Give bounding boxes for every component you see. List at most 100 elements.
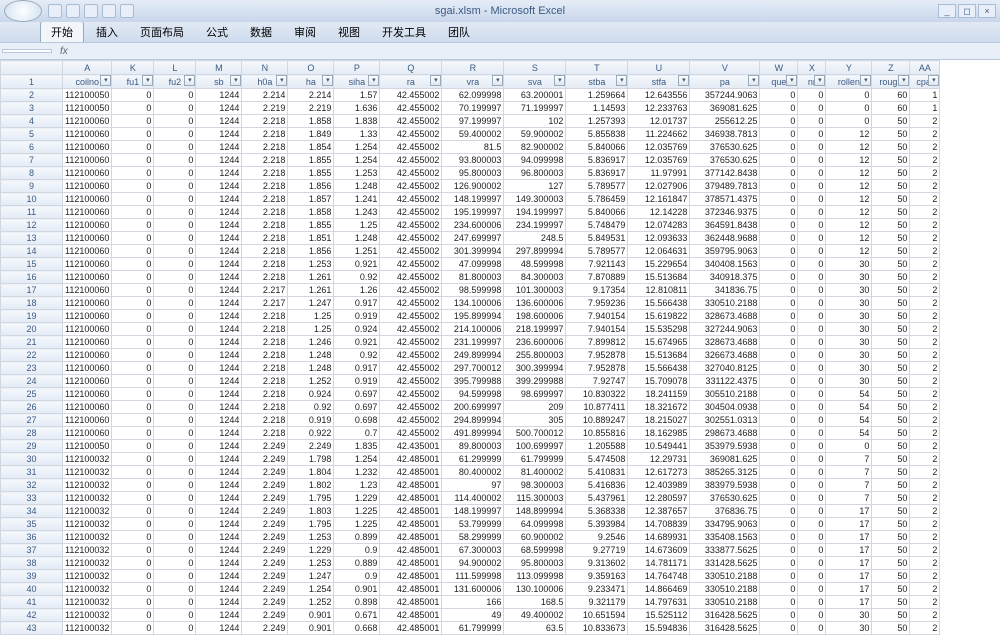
cell[interactable]: 50 [872,479,910,492]
cell[interactable]: 2 [910,505,940,518]
cell[interactable]: 0 [112,115,154,128]
cell[interactable]: 2.249 [242,596,288,609]
filter-header-h0a[interactable]: h0a▾ [242,75,288,89]
table-row[interactable]: 101121000600012442.2181.8571.24142.45500… [1,193,940,206]
table-row[interactable]: 61121000600012442.2181.8541.25442.455002… [1,141,940,154]
cell[interactable]: 0.9 [334,570,380,583]
cell[interactable]: 297.899994 [504,245,566,258]
cell[interactable]: 346938.7813 [690,128,760,141]
cell[interactable]: 63.5 [504,622,566,635]
cell[interactable]: 1244 [196,557,242,570]
cell[interactable]: 0 [798,609,826,622]
cell[interactable]: 0 [760,453,798,466]
cell[interactable]: 101.300003 [504,284,566,297]
qat-redo-icon[interactable] [84,4,98,18]
cell[interactable]: 0 [760,180,798,193]
cell[interactable]: 0 [154,128,196,141]
cell[interactable]: 42.455002 [380,180,442,193]
cell[interactable]: 50 [872,531,910,544]
cell[interactable]: 112100060 [63,401,112,414]
cell[interactable]: 112100060 [63,388,112,401]
cell[interactable]: 127 [504,180,566,193]
cell[interactable]: 50 [872,323,910,336]
cell[interactable]: 1.856 [288,245,334,258]
cell[interactable]: 0 [798,128,826,141]
cell[interactable]: 112100060 [63,336,112,349]
cell[interactable]: 111.599998 [442,570,504,583]
filter-button-ra[interactable]: ▾ [430,75,441,86]
cell[interactable]: 209 [504,401,566,414]
col-header-K[interactable]: K [112,61,154,75]
cell[interactable]: 0 [112,245,154,258]
cell[interactable]: 50 [872,388,910,401]
cell[interactable]: 328673.4688 [690,336,760,349]
table-row[interactable]: 361121000320012442.2491.2530.89942.48500… [1,531,940,544]
cell[interactable]: 5.789577 [566,245,628,258]
cell[interactable]: 0 [760,388,798,401]
cell[interactable]: 42.455002 [380,336,442,349]
cell[interactable]: 50 [872,453,910,466]
cell[interactable]: 7.959236 [566,297,628,310]
cell[interactable]: 42.455002 [380,245,442,258]
cell[interactable]: 5.474508 [566,453,628,466]
row-header-17[interactable]: 17 [1,284,63,297]
cell[interactable]: 12 [826,245,872,258]
cell[interactable]: 5.786459 [566,193,628,206]
cell[interactable]: 9.313602 [566,557,628,570]
cell[interactable]: 0 [760,349,798,362]
cell[interactable]: 1.243 [334,206,380,219]
cell[interactable]: 30 [826,622,872,635]
filter-button-pa[interactable]: ▾ [748,75,759,86]
cell[interactable]: 1.254 [334,453,380,466]
cell[interactable]: 327244.9063 [690,323,760,336]
cell[interactable]: 1244 [196,141,242,154]
cell[interactable]: 0 [112,544,154,557]
cell[interactable]: 1.26 [334,284,380,297]
cell[interactable]: 14.866469 [628,583,690,596]
cell[interactable]: 0 [154,102,196,115]
cell[interactable]: 2 [910,115,940,128]
cell[interactable]: 1 [910,102,940,115]
cell[interactable]: 112100060 [63,180,112,193]
cell[interactable]: 1.246 [288,336,334,349]
cell[interactable]: 50 [872,570,910,583]
cell[interactable]: 98.699997 [504,388,566,401]
cell[interactable]: 112100060 [63,271,112,284]
cell[interactable]: 112100060 [63,115,112,128]
cell[interactable]: 2 [910,193,940,206]
cell[interactable]: 0.924 [288,388,334,401]
cell[interactable]: 112100032 [63,479,112,492]
cell[interactable]: 115.300003 [504,492,566,505]
table-row[interactable]: 231121000600012442.2181.2480.91742.45500… [1,362,940,375]
filter-button-sva[interactable]: ▾ [554,75,565,86]
cell[interactable]: 53.799999 [442,518,504,531]
cell[interactable]: 61.799999 [442,622,504,635]
cell[interactable]: 2.218 [242,167,288,180]
cell[interactable]: 95.800003 [504,557,566,570]
cell[interactable]: 1.25 [288,323,334,336]
cell[interactable]: 12.161847 [628,193,690,206]
table-row[interactable]: 31121000500012442.2192.2191.63642.455002… [1,102,940,115]
cell[interactable]: 378571.4375 [690,193,760,206]
cell[interactable]: 0 [154,271,196,284]
cell[interactable]: 1.857 [288,193,334,206]
cell[interactable]: 1244 [196,297,242,310]
cell[interactable]: 2.214 [242,89,288,102]
cell[interactable]: 112100032 [63,622,112,635]
cell[interactable]: 42.455002 [380,232,442,245]
cell[interactable]: 1.248 [334,232,380,245]
cell[interactable]: 50 [872,414,910,427]
cell[interactable]: 12 [826,193,872,206]
cell[interactable]: 0 [154,388,196,401]
cell[interactable]: 0 [154,570,196,583]
cell[interactable]: 500.700012 [504,427,566,440]
filter-header-rollen[interactable]: rollen▾ [826,75,872,89]
cell[interactable]: 14.797631 [628,596,690,609]
table-row[interactable]: 111121000600012442.2181.8581.24342.45500… [1,206,940,219]
cell[interactable]: 0 [760,206,798,219]
row-header-16[interactable]: 16 [1,271,63,284]
filter-header-siha[interactable]: siha▾ [334,75,380,89]
cell[interactable]: 0 [112,193,154,206]
filter-button-fu2[interactable]: ▾ [184,75,195,86]
filter-header-ra[interactable]: ra▾ [380,75,442,89]
